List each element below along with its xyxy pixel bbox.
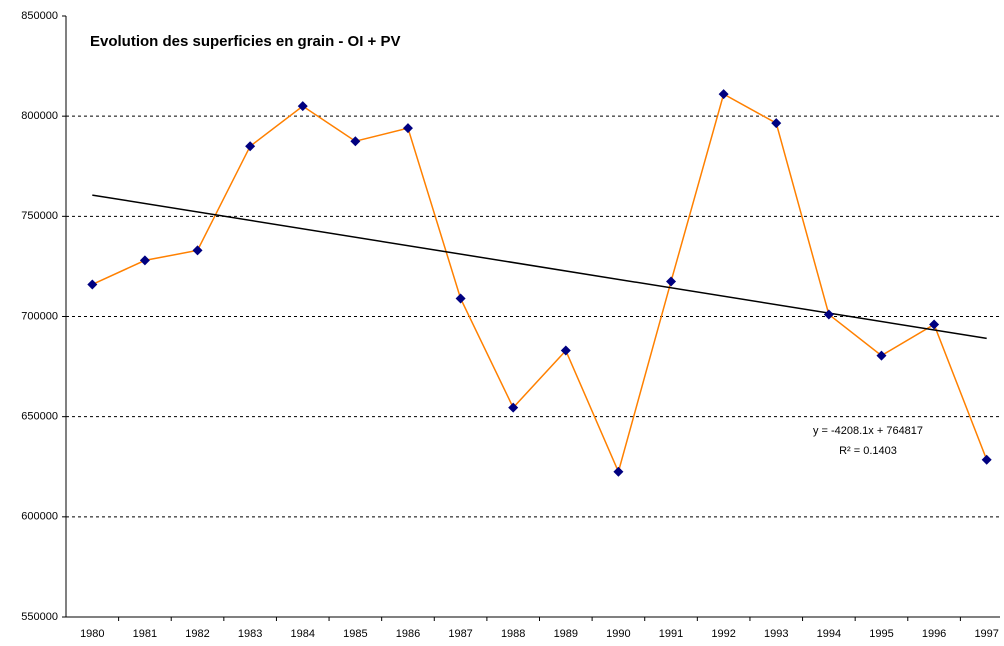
marker <box>666 276 677 287</box>
x-tick-label: 1993 <box>764 628 788 640</box>
x-tick-label: 1981 <box>133 628 157 640</box>
trendline <box>92 194 987 340</box>
y-tick-label: 850000 <box>21 10 58 22</box>
x-tick-label: 1997 <box>974 628 998 640</box>
x-tick-label: 1988 <box>501 628 525 640</box>
x-tick-label: 1994 <box>817 628 841 640</box>
marker <box>139 255 150 266</box>
marker <box>245 141 256 152</box>
marker <box>981 454 992 465</box>
x-tick-label: 1990 <box>606 628 630 640</box>
marker <box>718 89 729 100</box>
y-tick-label: 650000 <box>21 411 58 423</box>
y-tick-label: 700000 <box>21 310 58 322</box>
marker <box>929 319 940 330</box>
marker <box>297 101 308 112</box>
y-tick-label: 600000 <box>21 511 58 523</box>
y-tick-label: 550000 <box>21 611 58 623</box>
x-tick-label: 1989 <box>554 628 578 640</box>
x-tick-label: 1987 <box>448 628 472 640</box>
x-tick-label: 1986 <box>396 628 420 640</box>
marker <box>192 245 203 256</box>
marker <box>560 345 571 356</box>
x-tick-label: 1991 <box>659 628 683 640</box>
trendline-r2: R² = 0.1403 <box>839 445 897 457</box>
marker <box>613 466 624 477</box>
x-tick-label: 1996 <box>922 628 946 640</box>
y-tick-label: 800000 <box>21 110 58 122</box>
x-tick-label: 1992 <box>711 628 735 640</box>
marker <box>455 293 466 304</box>
x-tick-label: 1980 <box>80 628 104 640</box>
x-tick-label: 1984 <box>291 628 315 640</box>
marker <box>823 309 834 320</box>
x-tick-label: 1985 <box>343 628 367 640</box>
x-tick-label: 1983 <box>238 628 262 640</box>
trendline-equation: y = -4208.1x + 764817 <box>813 425 923 437</box>
series-line <box>91 93 988 475</box>
marker <box>771 118 782 129</box>
marker <box>350 136 361 147</box>
y-tick-label: 750000 <box>21 210 58 222</box>
x-tick-label: 1995 <box>869 628 893 640</box>
chart-title: Evolution des superficies en grain - OI … <box>90 33 401 50</box>
marker <box>402 123 413 134</box>
x-tick-label: 1982 <box>185 628 209 640</box>
marker <box>87 279 98 290</box>
marker <box>508 402 519 413</box>
marker <box>876 350 887 361</box>
